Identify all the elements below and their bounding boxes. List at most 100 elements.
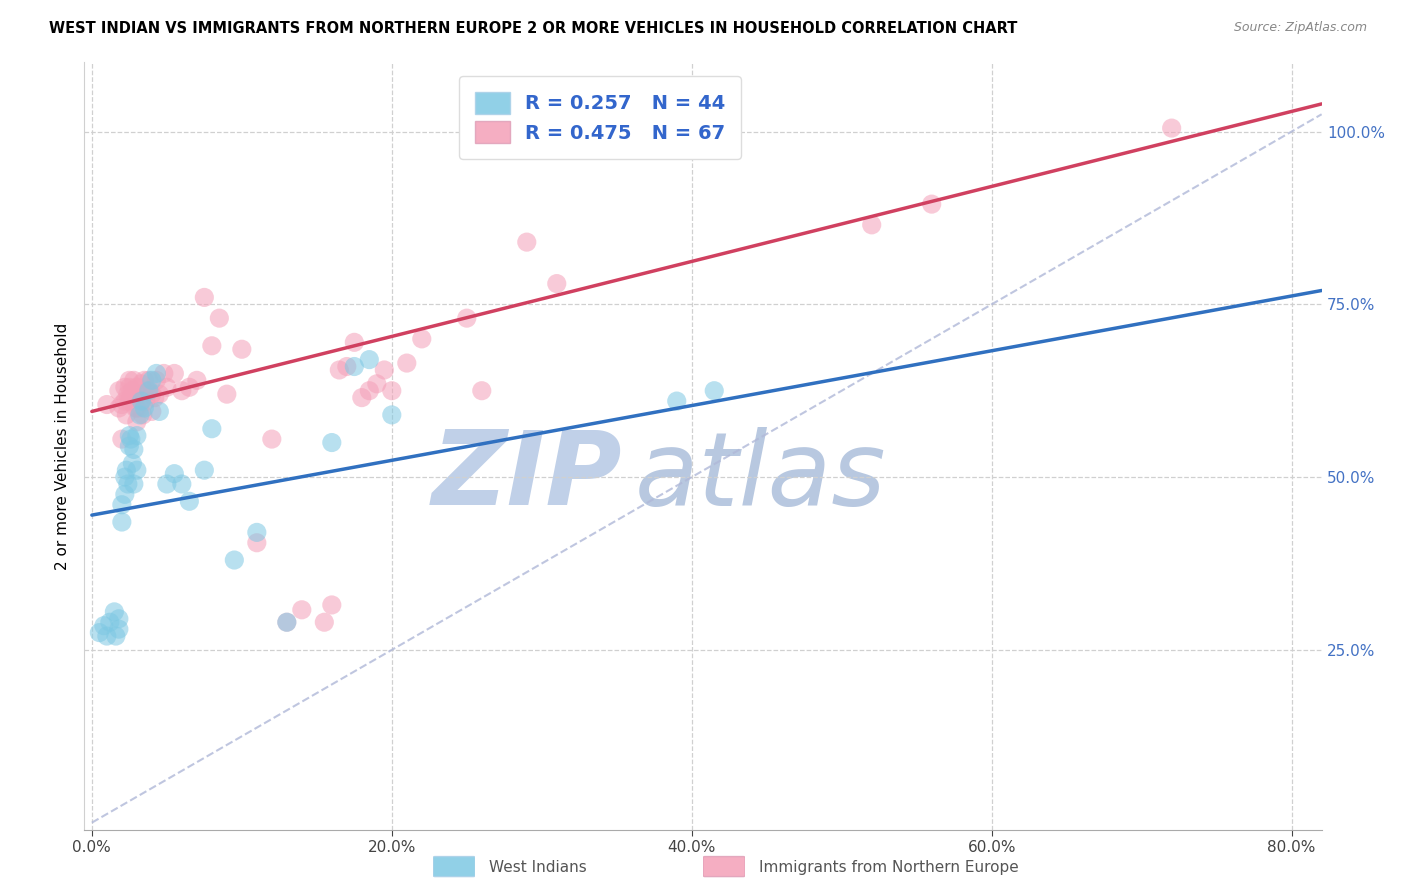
Point (156, 477, 179, 491)
Point (124, 401, 146, 415)
FancyBboxPatch shape (703, 856, 745, 877)
Point (96, 398, 118, 412)
Point (125, 428, 148, 442)
Point (246, 525, 269, 540)
Text: Immigrants from Northern Europe: Immigrants from Northern Europe (759, 860, 1019, 874)
Point (93, 618, 115, 632)
Point (114, 380, 136, 394)
Point (163, 367, 186, 381)
Point (121, 384, 143, 398)
Point (215, 387, 238, 401)
Point (89, 625, 111, 640)
Point (117, 387, 139, 401)
Point (120, 391, 142, 405)
Point (98, 615, 121, 630)
Point (336, 359, 359, 374)
Point (131, 376, 153, 391)
Point (366, 376, 388, 391)
Point (134, 373, 156, 387)
Point (108, 384, 131, 398)
Point (96, 629, 118, 643)
Point (291, 603, 314, 617)
Point (381, 384, 404, 398)
Point (321, 435, 343, 450)
Point (108, 622, 131, 636)
Y-axis label: 2 or more Vehicles in Household: 2 or more Vehicles in Household (55, 322, 70, 570)
Point (114, 394, 136, 409)
Point (115, 408, 138, 422)
Point (145, 367, 167, 381)
Point (134, 387, 156, 401)
Point (111, 398, 134, 412)
Point (665, 394, 688, 409)
Point (246, 535, 269, 549)
Point (122, 373, 145, 387)
Point (104, 629, 127, 643)
Point (359, 384, 381, 398)
Point (193, 290, 215, 304)
Point (118, 394, 141, 409)
Point (163, 467, 186, 481)
Point (179, 494, 201, 508)
Point (125, 415, 148, 429)
Point (921, 197, 943, 211)
Point (128, 401, 150, 415)
Point (343, 359, 366, 374)
Point (456, 311, 478, 326)
Point (145, 373, 167, 387)
Point (328, 363, 350, 377)
FancyBboxPatch shape (433, 856, 475, 877)
Point (108, 401, 131, 415)
Point (179, 380, 201, 394)
Point (118, 428, 141, 442)
Point (131, 394, 153, 409)
Point (128, 408, 150, 422)
Point (516, 235, 538, 249)
Point (186, 373, 208, 387)
Point (115, 463, 138, 477)
Point (125, 380, 148, 394)
Point (141, 404, 163, 418)
Point (111, 498, 134, 512)
Point (118, 439, 141, 453)
Point (138, 373, 160, 387)
Point (373, 363, 395, 377)
Text: ZIP: ZIP (432, 426, 623, 527)
Point (276, 615, 298, 630)
Point (193, 463, 215, 477)
Point (117, 477, 139, 491)
Point (125, 463, 148, 477)
Point (260, 432, 283, 446)
Point (114, 487, 136, 501)
Point (138, 384, 160, 398)
Point (276, 615, 298, 630)
Point (156, 380, 179, 394)
Point (224, 553, 246, 567)
Point (125, 401, 148, 415)
Point (314, 615, 336, 630)
Point (136, 384, 159, 398)
Point (350, 391, 373, 405)
Point (208, 311, 231, 326)
Point (122, 391, 145, 405)
Text: Source: ZipAtlas.com: Source: ZipAtlas.com (1233, 21, 1367, 34)
Point (118, 373, 141, 387)
Point (111, 432, 134, 446)
Point (395, 356, 418, 370)
Text: WEST INDIAN VS IMMIGRANTS FROM NORTHERN EUROPE 2 OR MORE VEHICLES IN HOUSEHOLD C: WEST INDIAN VS IMMIGRANTS FROM NORTHERN … (49, 21, 1018, 36)
Point (381, 408, 404, 422)
Point (1160, 121, 1182, 136)
Point (411, 332, 433, 346)
Point (111, 515, 134, 529)
Text: atlas: atlas (636, 426, 886, 526)
Point (143, 391, 166, 405)
Point (121, 456, 143, 470)
Point (134, 401, 156, 415)
Point (343, 335, 366, 350)
Point (103, 605, 125, 619)
Point (703, 384, 725, 398)
Point (201, 422, 224, 436)
Point (201, 339, 224, 353)
Point (153, 367, 176, 381)
Point (108, 612, 131, 626)
